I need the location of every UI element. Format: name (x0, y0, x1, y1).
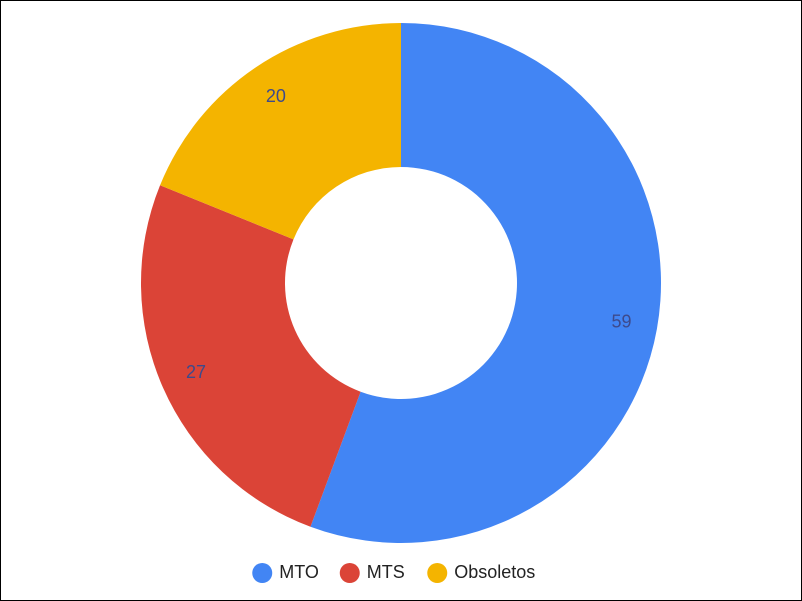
donut-slice (140, 185, 361, 527)
donut-slice (160, 23, 401, 240)
legend-marker (252, 563, 273, 583)
legend-marker (427, 563, 448, 583)
data-label: 27 (186, 362, 206, 382)
legend-label: MTO (279, 562, 319, 582)
data-label: 59 (611, 311, 631, 331)
legend-label: MTS (367, 562, 405, 582)
legend-label: Obsoletos (454, 562, 535, 582)
donut-slice (310, 23, 661, 543)
data-label: 20 (266, 86, 286, 106)
legend-marker (339, 563, 360, 583)
